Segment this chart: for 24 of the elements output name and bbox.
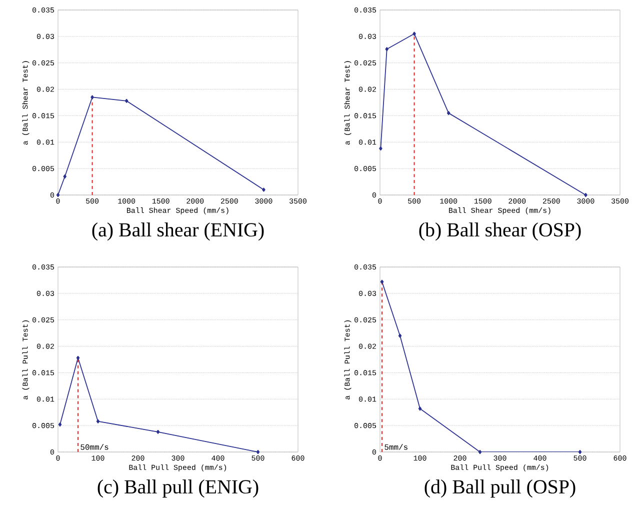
point [398,334,402,338]
point [380,280,384,284]
point [96,419,100,424]
point [446,111,450,116]
text: (a) Ball shear (ENIG) [92,222,264,241]
point [412,32,416,36]
point [124,98,128,103]
text: (b) Ball shear (OSP) [419,222,581,241]
point [418,406,422,411]
point [379,146,382,151]
point [76,356,80,360]
point [63,174,66,179]
point [262,188,266,192]
point [256,450,260,454]
point [156,430,160,434]
point [584,192,588,198]
point [90,95,94,100]
text: (c) Ball pull (ENIG) [98,480,258,498]
point [56,192,60,198]
text: (d) Ball pull (OSP) [424,480,576,498]
point [478,450,482,454]
point [58,422,62,427]
point [385,47,389,52]
point [578,450,582,454]
